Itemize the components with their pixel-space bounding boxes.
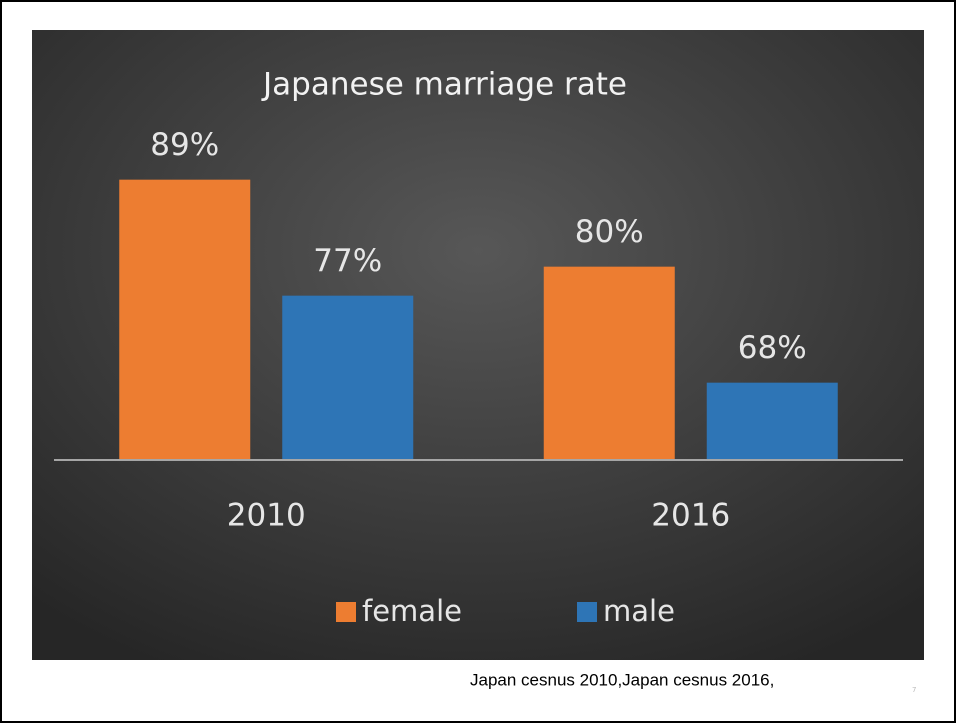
page-number: 7: [912, 686, 916, 694]
legend-label: female: [362, 594, 462, 628]
bar: [282, 295, 414, 460]
x-tick-label: 2010: [227, 498, 306, 534]
legend-label: male: [603, 594, 675, 628]
data-label: 89%: [150, 127, 219, 163]
data-label: 77%: [313, 243, 382, 279]
bar: [543, 266, 675, 460]
data-label: 68%: [738, 330, 807, 366]
chart-title: Japanese marriage rate: [261, 67, 627, 103]
source-note: Japan cesnus 2010,Japan cesnus 2016,: [470, 670, 774, 689]
bar: [119, 179, 251, 460]
data-label: 80%: [575, 214, 644, 250]
x-tick-label: 2016: [651, 498, 730, 534]
legend-swatch: [336, 602, 356, 622]
bar: [706, 382, 838, 460]
legend-swatch: [577, 602, 597, 622]
